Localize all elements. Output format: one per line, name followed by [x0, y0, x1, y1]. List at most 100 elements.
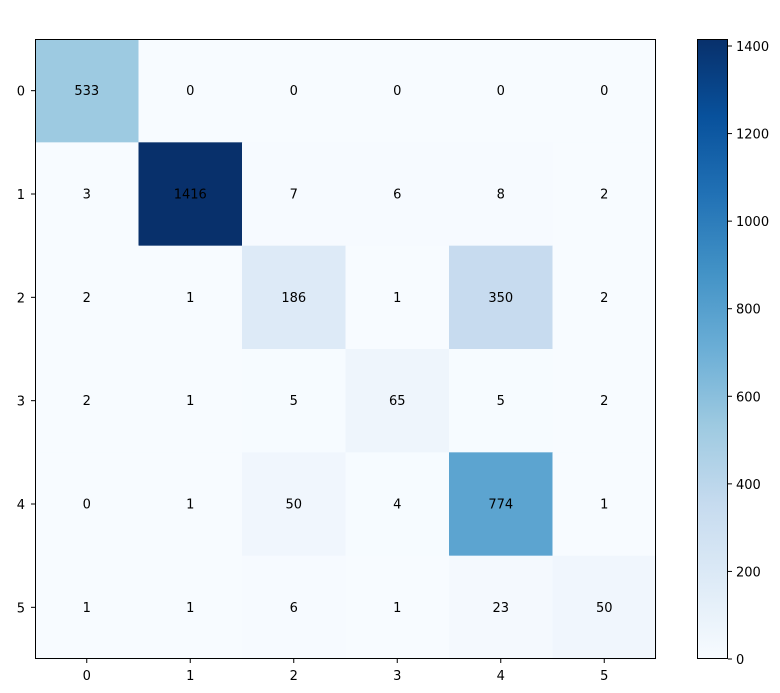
- heatmap-cell: [345, 39, 450, 143]
- heatmap-cell: [242, 142, 346, 247]
- heatmap-cell: [449, 349, 553, 453]
- heatmap-cell: [35, 142, 139, 247]
- cell-value-label: 0: [186, 84, 194, 99]
- colorbar-frame: [697, 39, 728, 659]
- cell-value-label: 0: [83, 498, 91, 513]
- cell-value-label: 1: [600, 498, 608, 513]
- plot-frame: [35, 39, 656, 659]
- heatmap-cell: [138, 245, 243, 350]
- heatmap-cell: [35, 39, 139, 143]
- cell-value-label: 2: [83, 394, 91, 409]
- heatmap-cell: [35, 245, 139, 350]
- y-tick-label: 1: [17, 188, 25, 203]
- heatmap-cell: [345, 349, 450, 453]
- cell-value-label: 1: [186, 291, 194, 306]
- x-tick-label: 0: [83, 669, 91, 684]
- x-axis: 0 1 2 3 4 5: [83, 659, 608, 684]
- cell-value-label: 6: [393, 188, 401, 203]
- heatmap-cell: [449, 39, 553, 143]
- cell-value-label: 1: [83, 601, 91, 616]
- heatmap-cell: [552, 452, 657, 557]
- heatmap-cell: [138, 349, 243, 453]
- cell-value-label: 1416: [174, 188, 207, 203]
- heatmap-cell: [242, 349, 346, 453]
- cell-value-label: 2: [600, 188, 608, 203]
- colorbar-tick-label: 200: [736, 565, 761, 580]
- colorbar-tick-label: 1400: [736, 40, 769, 55]
- y-axis: 0 1 2 3 4 5: [17, 85, 35, 616]
- cell-value-label: 1: [393, 601, 401, 616]
- cell-value-label: 2: [83, 291, 91, 306]
- x-tick-label: 4: [497, 669, 505, 684]
- colorbar-gradient: [697, 39, 728, 659]
- x-tick-label: 5: [600, 669, 608, 684]
- heatmap-cell: [138, 452, 243, 557]
- cell-value-label: 0: [497, 84, 505, 99]
- colorbar: 0 200 400 600 800 1000 1200 1400: [697, 39, 769, 668]
- cell-value-label: 65: [389, 394, 406, 409]
- y-tick-label: 5: [17, 601, 25, 616]
- heatmap-cell: [552, 142, 657, 247]
- cell-value-label: 23: [492, 601, 509, 616]
- y-tick-label: 4: [17, 498, 25, 513]
- heatmap-cell: [242, 245, 346, 350]
- heatmap-cell: [345, 245, 450, 350]
- cell-value-label: 533: [74, 84, 99, 99]
- heatmap-cell: [345, 142, 450, 247]
- x-tick-label: 2: [290, 669, 298, 684]
- cell-value-label: 4: [393, 498, 401, 513]
- heatmap-cell: [35, 452, 139, 557]
- cell-value-label: 1: [186, 394, 194, 409]
- cell-value-label: 1: [186, 601, 194, 616]
- colorbar-tick-label: 0: [736, 653, 744, 668]
- cell-value-label: 1: [186, 498, 194, 513]
- cell-value-label: 1: [393, 291, 401, 306]
- y-tick-label: 0: [17, 85, 25, 100]
- cell-value-label: 50: [285, 498, 302, 513]
- x-tick-label: 3: [393, 669, 401, 684]
- cell-value-label: 50: [596, 601, 613, 616]
- cell-value-label: 8: [497, 188, 505, 203]
- cell-value-label: 0: [600, 84, 608, 99]
- heatmap-cell: [242, 452, 346, 557]
- heatmap-cell: [552, 349, 657, 453]
- cell-value-label: 6: [290, 601, 298, 616]
- heatmap-cell: [138, 142, 243, 247]
- heatmap-cell: [242, 555, 346, 660]
- cell-value-label: 186: [281, 291, 306, 306]
- heatmap-cell: [449, 452, 553, 557]
- cell-value-label: 0: [393, 84, 401, 99]
- heatmap-cell: [552, 555, 657, 660]
- y-tick-label: 3: [17, 395, 25, 410]
- cell-value-label: 350: [488, 291, 513, 306]
- heatmap-cell: [449, 142, 553, 247]
- colorbar-tick-label: 1200: [736, 128, 769, 143]
- heatmap-cell: [552, 245, 657, 350]
- heatmap-cell: [552, 39, 657, 143]
- colorbar-tick-label: 400: [736, 478, 761, 493]
- heatmap-cell: [345, 452, 450, 557]
- heatmap-cell: [449, 555, 553, 660]
- colorbar-tick-label: 1000: [736, 215, 769, 230]
- heatmap-cell: [35, 555, 139, 660]
- cell-value-label: 2: [600, 291, 608, 306]
- heatmap-cell: [242, 39, 346, 143]
- colorbar-tick-label: 800: [736, 303, 761, 318]
- heatmap-cell: [138, 555, 243, 660]
- heatmap-cell: [345, 555, 450, 660]
- cell-value-label: 0: [290, 84, 298, 99]
- x-tick-label: 1: [186, 669, 194, 684]
- cell-value-label: 3: [83, 188, 91, 203]
- y-tick-label: 2: [17, 291, 25, 306]
- heatmap-cell: [35, 349, 139, 453]
- cell-value-label: 2: [600, 394, 608, 409]
- heatmap: 533 0 0 0 0 0 3 1416 7 6 8 2 2 1 186 1 350 2 2 1 5 65 5 2 0 1 50 4 7…: [35, 39, 657, 660]
- heatmap-cell: [449, 245, 553, 350]
- cell-value-label: 5: [497, 394, 505, 409]
- colorbar-tick-label: 600: [736, 390, 761, 405]
- cell-value-label: 774: [488, 498, 513, 513]
- heatmap-cell: [138, 39, 243, 143]
- cell-value-label: 5: [290, 394, 298, 409]
- cell-value-label: 7: [290, 188, 298, 203]
